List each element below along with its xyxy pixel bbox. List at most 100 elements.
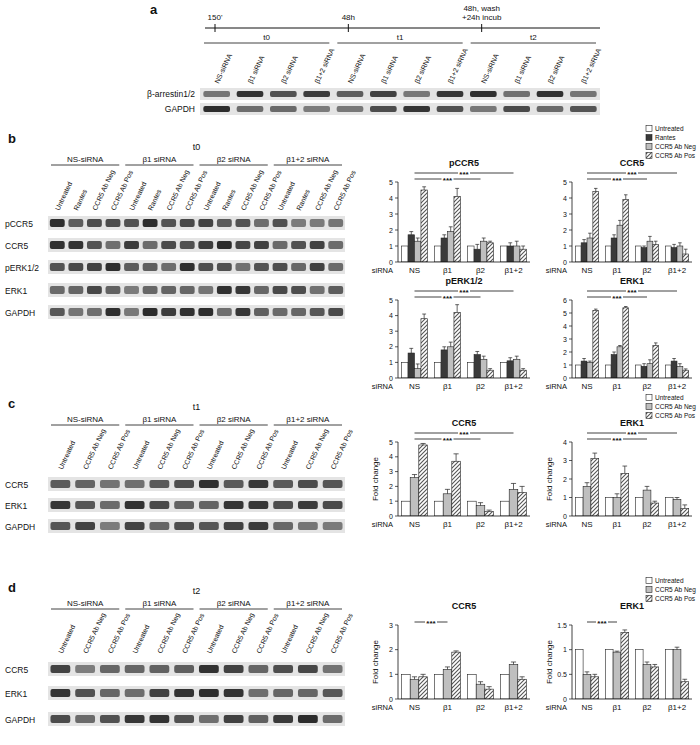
x-tick-label: β2 — [642, 382, 652, 391]
group-line — [200, 425, 268, 426]
error-bar — [672, 359, 676, 362]
error-cap — [654, 342, 658, 343]
error-cap — [487, 686, 492, 687]
row-label: GAPDH — [5, 715, 35, 725]
y-tick — [395, 198, 398, 199]
error-bar — [642, 246, 646, 248]
y-tick-label: 3 — [389, 622, 393, 629]
error-cap — [482, 238, 486, 239]
bar — [454, 196, 460, 262]
blot-band — [235, 219, 250, 227]
blot-strip — [48, 498, 345, 512]
error-cap — [482, 356, 486, 357]
error-bar — [454, 651, 459, 652]
error-cap — [412, 474, 417, 475]
blot-band — [50, 308, 65, 316]
blot-band — [199, 665, 219, 673]
error-stem — [489, 687, 490, 689]
y-tick — [569, 182, 572, 183]
blot-band — [224, 480, 244, 488]
bar — [419, 677, 428, 699]
error-bar — [455, 305, 459, 313]
error-stem — [649, 360, 650, 364]
error-cap — [675, 497, 680, 498]
blot-band — [100, 501, 120, 509]
bar — [415, 369, 421, 378]
error-cap — [672, 358, 676, 359]
blot-band — [199, 480, 219, 488]
lane-label: Untreated — [131, 624, 150, 655]
error-cap — [422, 186, 426, 187]
error-bar — [521, 369, 525, 371]
blot-band — [174, 715, 194, 723]
timeline-label: 48h — [342, 13, 355, 22]
error-stem — [619, 220, 620, 225]
error-bar — [511, 662, 516, 664]
y-tick — [395, 362, 398, 363]
blot-band — [248, 522, 268, 530]
blot-band — [323, 501, 343, 509]
legend-label: CCR5 Ab Neg — [655, 403, 696, 411]
blot-band — [224, 501, 244, 509]
blot-band — [106, 241, 121, 249]
legend-swatch — [646, 153, 652, 159]
error-bar — [508, 243, 512, 246]
error-stem — [457, 305, 458, 313]
y-tick — [569, 313, 572, 314]
error-stem — [614, 235, 615, 238]
error-bar — [508, 358, 512, 361]
plot-area — [575, 630, 688, 699]
error-bar — [585, 483, 590, 487]
bar — [681, 682, 689, 699]
y-tick — [395, 230, 398, 231]
blot-band — [248, 665, 268, 673]
bar — [683, 370, 689, 378]
group-line — [274, 425, 342, 426]
error-bar — [622, 630, 627, 632]
bar — [605, 246, 611, 262]
bar — [435, 362, 441, 378]
error-stem — [624, 466, 625, 473]
x-axis-title: siRNA — [546, 266, 567, 275]
blot-band — [323, 689, 343, 697]
plot-area — [402, 187, 527, 262]
error-stem — [477, 244, 478, 249]
error-stem — [647, 662, 648, 664]
lane-label: CCR5 Ab Pos — [106, 612, 131, 655]
lane-label: Untreated — [280, 624, 299, 655]
bar — [643, 664, 651, 699]
error-stem — [617, 494, 618, 498]
error-bar — [675, 498, 680, 500]
plot-area — [575, 453, 688, 516]
blot-band — [291, 263, 306, 271]
blot-band — [87, 263, 102, 271]
lane-label: Untreated — [128, 181, 147, 212]
blot-band — [68, 219, 83, 227]
bar-chart: 012345CCR5Fold changeNSβ1β2β1+2siRNA****… — [371, 418, 530, 529]
error-stem — [516, 356, 517, 359]
error-cap — [449, 226, 453, 227]
error-cap — [672, 244, 676, 245]
error-bar — [511, 483, 516, 489]
blot-band — [143, 241, 158, 249]
error-stem — [522, 486, 523, 492]
timeline-tick — [481, 24, 482, 32]
y-tick — [569, 326, 572, 327]
blot-band — [303, 91, 330, 97]
y-tick-label: 5 — [563, 179, 567, 186]
lane-label: CCR5 Ab Neg — [230, 428, 256, 471]
error-cap — [478, 681, 483, 682]
error-stem — [480, 503, 481, 506]
time-label: t1 — [397, 33, 404, 42]
y-tick — [395, 182, 398, 183]
bar — [410, 679, 419, 699]
group-label: β1 siRNA — [142, 599, 177, 608]
panel-d: dt2NS-siRNAUntreatedCCR5 Ab NegCCR5 Ab P… — [5, 580, 354, 726]
lane-label: Rantes — [72, 188, 88, 212]
group-line — [51, 609, 119, 610]
chart-title: CCR5 — [620, 158, 645, 168]
blot-band — [217, 263, 232, 271]
error-stem — [584, 359, 585, 362]
error-bar — [478, 503, 483, 506]
lane-label: CCR5 Ab Pos — [255, 612, 280, 655]
